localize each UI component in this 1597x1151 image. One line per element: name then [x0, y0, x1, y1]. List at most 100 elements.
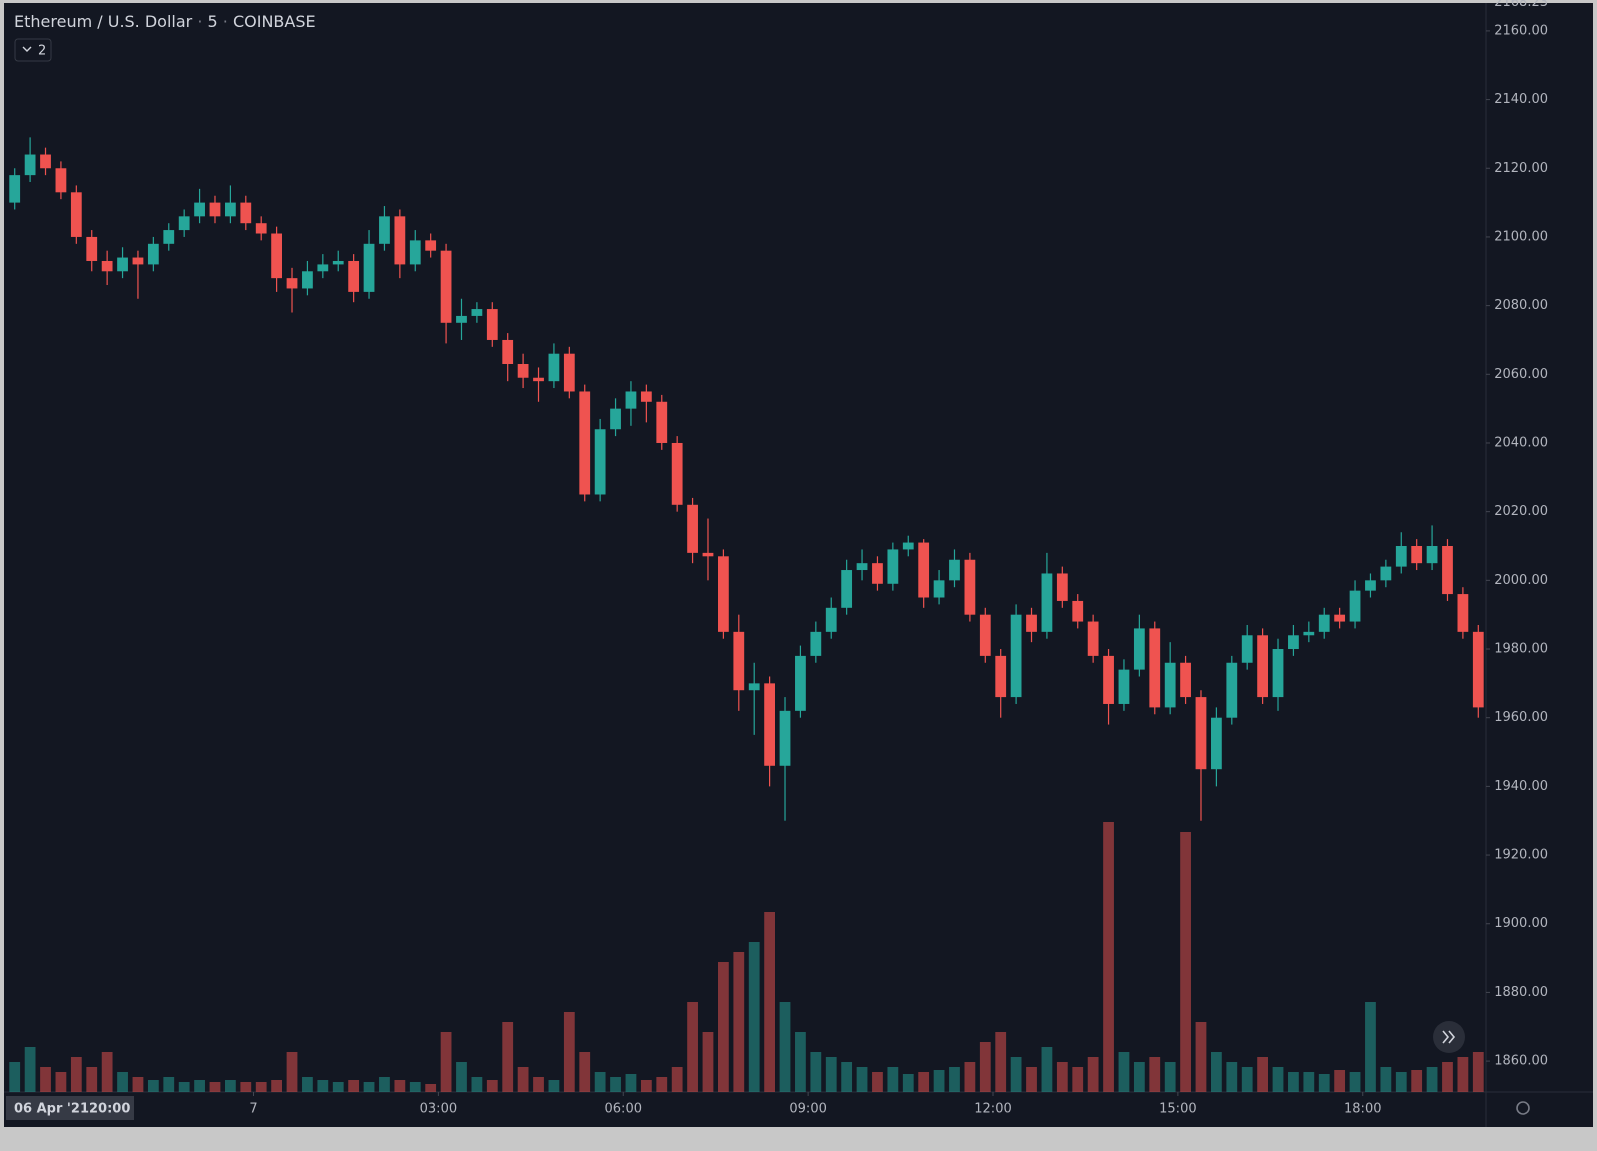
volume-bar — [379, 1077, 390, 1092]
volume-bar — [671, 1067, 683, 1092]
candle-body — [1164, 662, 1176, 708]
candle-body — [717, 556, 729, 632]
candle-body — [240, 202, 252, 224]
candle-body — [902, 542, 914, 550]
candle-body — [795, 655, 806, 711]
x-tick-label: 03:00 — [420, 1102, 457, 1117]
candle-body — [1041, 573, 1053, 632]
candle-body — [1180, 662, 1191, 698]
y-tick-label: 2100.00 — [1494, 229, 1548, 244]
x-tick-label: 15:00 — [1159, 1102, 1196, 1117]
candle-body — [779, 710, 791, 766]
double-chevron-icon — [1442, 1030, 1456, 1044]
volume-bar — [286, 1052, 298, 1092]
volume-bar — [733, 952, 745, 1092]
candle-body — [702, 552, 714, 557]
date-label-box — [6, 1096, 134, 1120]
candle-body — [1195, 697, 1207, 770]
volume-bar — [394, 1080, 406, 1092]
volume-bar — [425, 1084, 437, 1092]
volume-bar — [317, 1080, 329, 1092]
chevron-icon — [22, 46, 32, 52]
candle-body — [1010, 614, 1022, 698]
candle-body — [1072, 600, 1084, 622]
volume-bar — [1180, 832, 1191, 1092]
candle-body — [9, 175, 21, 203]
candle-body — [656, 401, 668, 443]
candle-body — [1318, 614, 1330, 632]
volume-bar — [440, 1032, 452, 1092]
candle-body — [1257, 635, 1269, 698]
chart-header: Ethereum / U.S. Dollar · 5 · COINBASE — [14, 12, 316, 31]
y-tick-label: 2140.00 — [1494, 92, 1548, 107]
volume-bar — [1226, 1062, 1238, 1092]
y-tick-label: 2160.00 — [1494, 23, 1548, 38]
candle-body — [271, 233, 283, 279]
volume-bar — [1380, 1067, 1392, 1092]
candle-body — [456, 315, 467, 323]
candle-body — [163, 230, 175, 244]
candle-body — [764, 683, 776, 766]
volume-bar — [517, 1067, 529, 1092]
candle-body — [733, 631, 745, 691]
volume-bar — [656, 1077, 668, 1092]
candle-body — [101, 260, 113, 272]
candle-body — [548, 353, 560, 382]
y-tick-label: 2120.00 — [1494, 161, 1548, 176]
candle-body — [1026, 614, 1037, 632]
x-tick-label: 06:00 — [605, 1102, 642, 1117]
candle-body — [486, 309, 498, 340]
separator: · — [192, 12, 207, 31]
volume-bar — [533, 1077, 544, 1092]
y-tick-label: 1920.00 — [1494, 848, 1548, 863]
candle-body — [640, 391, 652, 402]
settings-icon[interactable] — [1516, 1101, 1530, 1115]
volume-bar — [795, 1032, 806, 1092]
volume-bar — [224, 1080, 236, 1092]
volume-bar — [779, 1002, 791, 1092]
volume-bar — [1010, 1057, 1022, 1092]
candle-body — [394, 216, 406, 265]
volume-bar — [640, 1080, 652, 1092]
volume-bar — [178, 1082, 190, 1092]
candle-body — [856, 563, 868, 571]
volume-bar — [825, 1057, 837, 1092]
candle-body — [440, 250, 452, 323]
volume-bar — [949, 1067, 960, 1092]
volume-bar — [933, 1070, 945, 1092]
candle-body — [40, 154, 51, 169]
volume-bar — [1164, 1062, 1176, 1092]
volume-bar — [579, 1052, 591, 1092]
volume-bar — [1195, 1022, 1207, 1092]
volume-bar — [55, 1072, 67, 1092]
candle-body — [687, 504, 698, 553]
candle-body — [1103, 655, 1114, 704]
separator: · — [218, 12, 233, 31]
candle-body — [147, 243, 159, 265]
y-tick-label: 1900.00 — [1494, 916, 1548, 931]
candle-body — [178, 216, 190, 231]
volume-bar — [717, 962, 729, 1092]
volume-bar — [1288, 1072, 1299, 1092]
candle-body — [363, 243, 375, 292]
candle-body — [255, 223, 267, 234]
candle-body — [1226, 662, 1238, 718]
candle-body — [24, 154, 36, 176]
volume-bar — [1365, 1002, 1376, 1092]
volume-bar — [332, 1082, 344, 1092]
indicator-count: 2 — [38, 44, 46, 59]
candle-body — [533, 377, 544, 382]
volume-bar — [1103, 822, 1114, 1092]
volume-bar — [9, 1062, 21, 1092]
volume-bar — [1426, 1067, 1438, 1092]
volume-bar — [1349, 1072, 1361, 1092]
volume-bar — [502, 1022, 514, 1092]
candle-body — [348, 260, 360, 292]
candle-body — [594, 429, 606, 495]
volume-bar — [1303, 1072, 1315, 1092]
indicator-toggle[interactable] — [14, 38, 52, 62]
volume-bar — [979, 1042, 991, 1092]
candle-body — [379, 216, 390, 244]
candle-body — [502, 339, 514, 364]
